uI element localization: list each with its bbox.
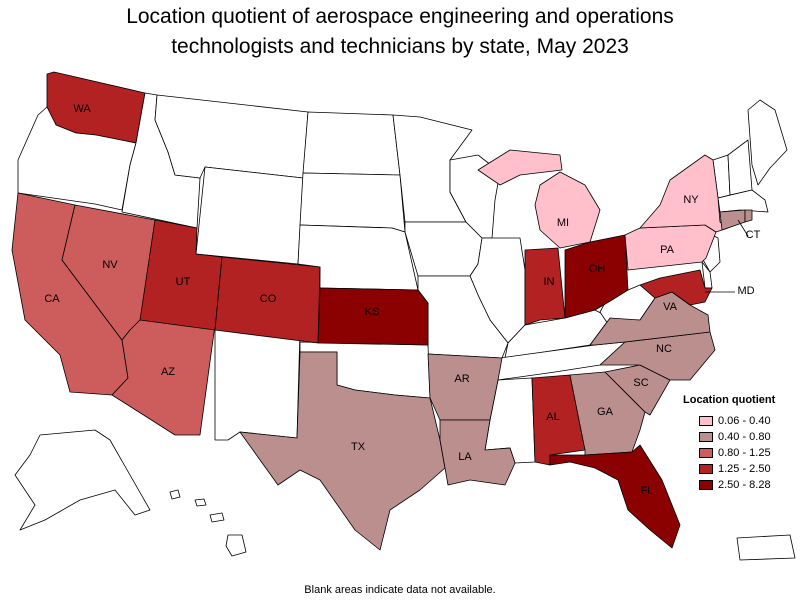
state-label-fl: FL <box>641 485 654 497</box>
state-label-az: AZ <box>161 366 175 378</box>
ct-leader-line <box>737 219 749 237</box>
legend-label: 2.50 - 8.28 <box>718 479 771 491</box>
state-me[interactable] <box>747 99 788 186</box>
state-label-wa: WA <box>73 103 91 115</box>
state-label-ca: CA <box>44 293 60 305</box>
state-label-nc: NC <box>656 343 672 355</box>
state-ct[interactable] <box>719 209 746 231</box>
state-ri[interactable] <box>744 209 753 223</box>
state-la[interactable] <box>439 419 516 486</box>
state-ar[interactable] <box>427 353 503 421</box>
state-label-co: CO <box>260 293 277 305</box>
legend-swatch <box>699 416 713 426</box>
state-nc[interactable] <box>599 331 716 381</box>
state-label-nv: NV <box>102 259 118 271</box>
state-label-md: MD <box>737 285 754 297</box>
state-ia[interactable] <box>404 221 483 277</box>
state-ny[interactable] <box>639 154 729 233</box>
state-labels: WA CA NV AZ UT CO KS TX AR LA AL GA SC NC VA FL IN OH MI PA… <box>44 103 760 497</box>
legend: Location quotient 0.06 - 0.40 0.40 - 0.80… <box>683 394 798 493</box>
state-label-ny: NY <box>683 194 699 206</box>
state-label-pa: PA <box>660 244 675 256</box>
state-label-oh: OH <box>589 263 606 275</box>
state-fl[interactable] <box>549 444 681 549</box>
state-ak[interactable] <box>14 429 151 531</box>
state-label-va: VA <box>663 301 678 313</box>
state-tx[interactable] <box>239 351 446 551</box>
state-label-la: LA <box>458 451 472 463</box>
state-label-mi: MI <box>557 217 569 229</box>
map-title: Location quotient of aerospace engineeri… <box>0 2 800 62</box>
state-label-in: IN <box>544 276 555 288</box>
state-va[interactable] <box>589 291 711 346</box>
legend-swatch <box>699 448 713 458</box>
state-mi[interactable] <box>477 149 601 249</box>
legend-label: 1.25 - 2.50 <box>718 463 771 475</box>
footnote: Blank areas indicate data not available. <box>304 584 496 596</box>
legend-item: 0.80 - 1.25 <box>699 445 798 461</box>
state-nm[interactable] <box>214 324 301 441</box>
legend-label: 0.06 - 0.40 <box>718 415 771 427</box>
legend-item: 0.06 - 0.40 <box>699 413 798 429</box>
legend-label: 0.80 - 1.25 <box>718 447 771 459</box>
state-mt[interactable] <box>154 94 309 179</box>
state-hi[interactable] <box>169 489 247 557</box>
state-nh[interactable] <box>727 139 753 196</box>
legend-item: 0.40 - 0.80 <box>699 429 798 445</box>
state-pr[interactable] <box>736 534 796 561</box>
title-line-1: Location quotient of aerospace engineeri… <box>126 5 674 28</box>
state-ks[interactable] <box>317 287 429 346</box>
state-nd[interactable] <box>302 111 401 176</box>
legend-swatch <box>699 480 713 490</box>
state-in[interactable] <box>524 247 566 326</box>
state-label-ut: UT <box>176 276 191 288</box>
state-label-ar: AR <box>454 373 469 385</box>
state-label-ct: CT <box>746 229 761 241</box>
legend-swatch <box>699 432 713 442</box>
state-oh[interactable] <box>564 234 629 319</box>
state-label-al: AL <box>546 411 559 423</box>
legend-item: 1.25 - 2.50 <box>699 461 798 477</box>
state-label-sc: SC <box>633 377 648 389</box>
legend-title: Location quotient <box>683 394 776 406</box>
legend-item: 2.50 - 8.28 <box>699 477 798 493</box>
state-sc[interactable] <box>604 364 671 416</box>
state-label-tx: TX <box>351 441 366 453</box>
legend-swatch <box>699 464 713 474</box>
legend-label: 0.40 - 0.80 <box>718 431 771 443</box>
title-line-2: technologists and technicians by state, … <box>171 35 629 58</box>
legend-items: 0.06 - 0.40 0.40 - 0.80 0.80 - 1.25 1.25 - … <box>683 413 798 493</box>
state-label-ga: GA <box>597 406 614 418</box>
state-sd[interactable] <box>299 172 406 233</box>
state-wy[interactable] <box>195 166 304 265</box>
state-md[interactable] <box>639 269 713 306</box>
state-label-ks: KS <box>365 306 380 318</box>
